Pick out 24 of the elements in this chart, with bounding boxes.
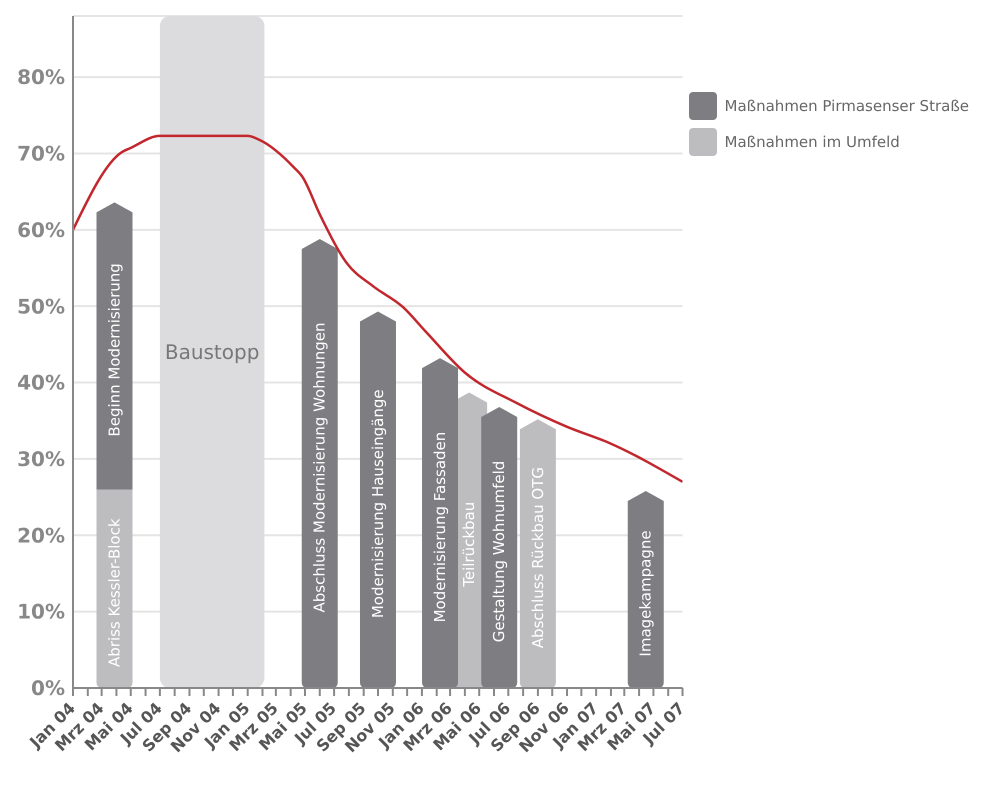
- y-tick-label: 40%: [17, 370, 65, 395]
- y-tick-label: 60%: [17, 218, 65, 242]
- data-label: Imagekampagne: [636, 530, 655, 657]
- bar: [520, 419, 556, 688]
- legend-label: Maßnahmen Pirmasenser Straße: [724, 97, 969, 115]
- bar: [96, 202, 133, 490]
- data-label: Gestaltung Wohnumfeld: [490, 460, 508, 642]
- data-label: Beginn Modernisierung: [106, 263, 124, 437]
- y-tick-label: 10%: [17, 600, 65, 624]
- legend-label: Maßnahmen im Umfeld: [724, 133, 900, 151]
- y-tick-label: 50%: [17, 294, 65, 318]
- y-tick-label: 30%: [17, 447, 65, 472]
- y-tick-label: 80%: [17, 65, 65, 90]
- bar: [96, 489, 133, 688]
- y-tick-label: 20%: [17, 523, 65, 548]
- data-label: Abschluss Modernisierung Wohnungen: [310, 322, 329, 612]
- data-label: Abschluss Rückbau OTG: [528, 467, 547, 648]
- data-label: Teilrückbau: [460, 502, 478, 588]
- band-label: Baustopp: [164, 340, 260, 364]
- y-tick-label: 0%: [31, 676, 65, 700]
- data-label: Modernisierung Fassaden: [431, 432, 450, 622]
- data-label: Modernisierung Hauseingänge: [368, 389, 387, 618]
- data-label: Abriss Kessler-Block: [106, 518, 124, 667]
- y-tick-label: 70%: [17, 142, 65, 166]
